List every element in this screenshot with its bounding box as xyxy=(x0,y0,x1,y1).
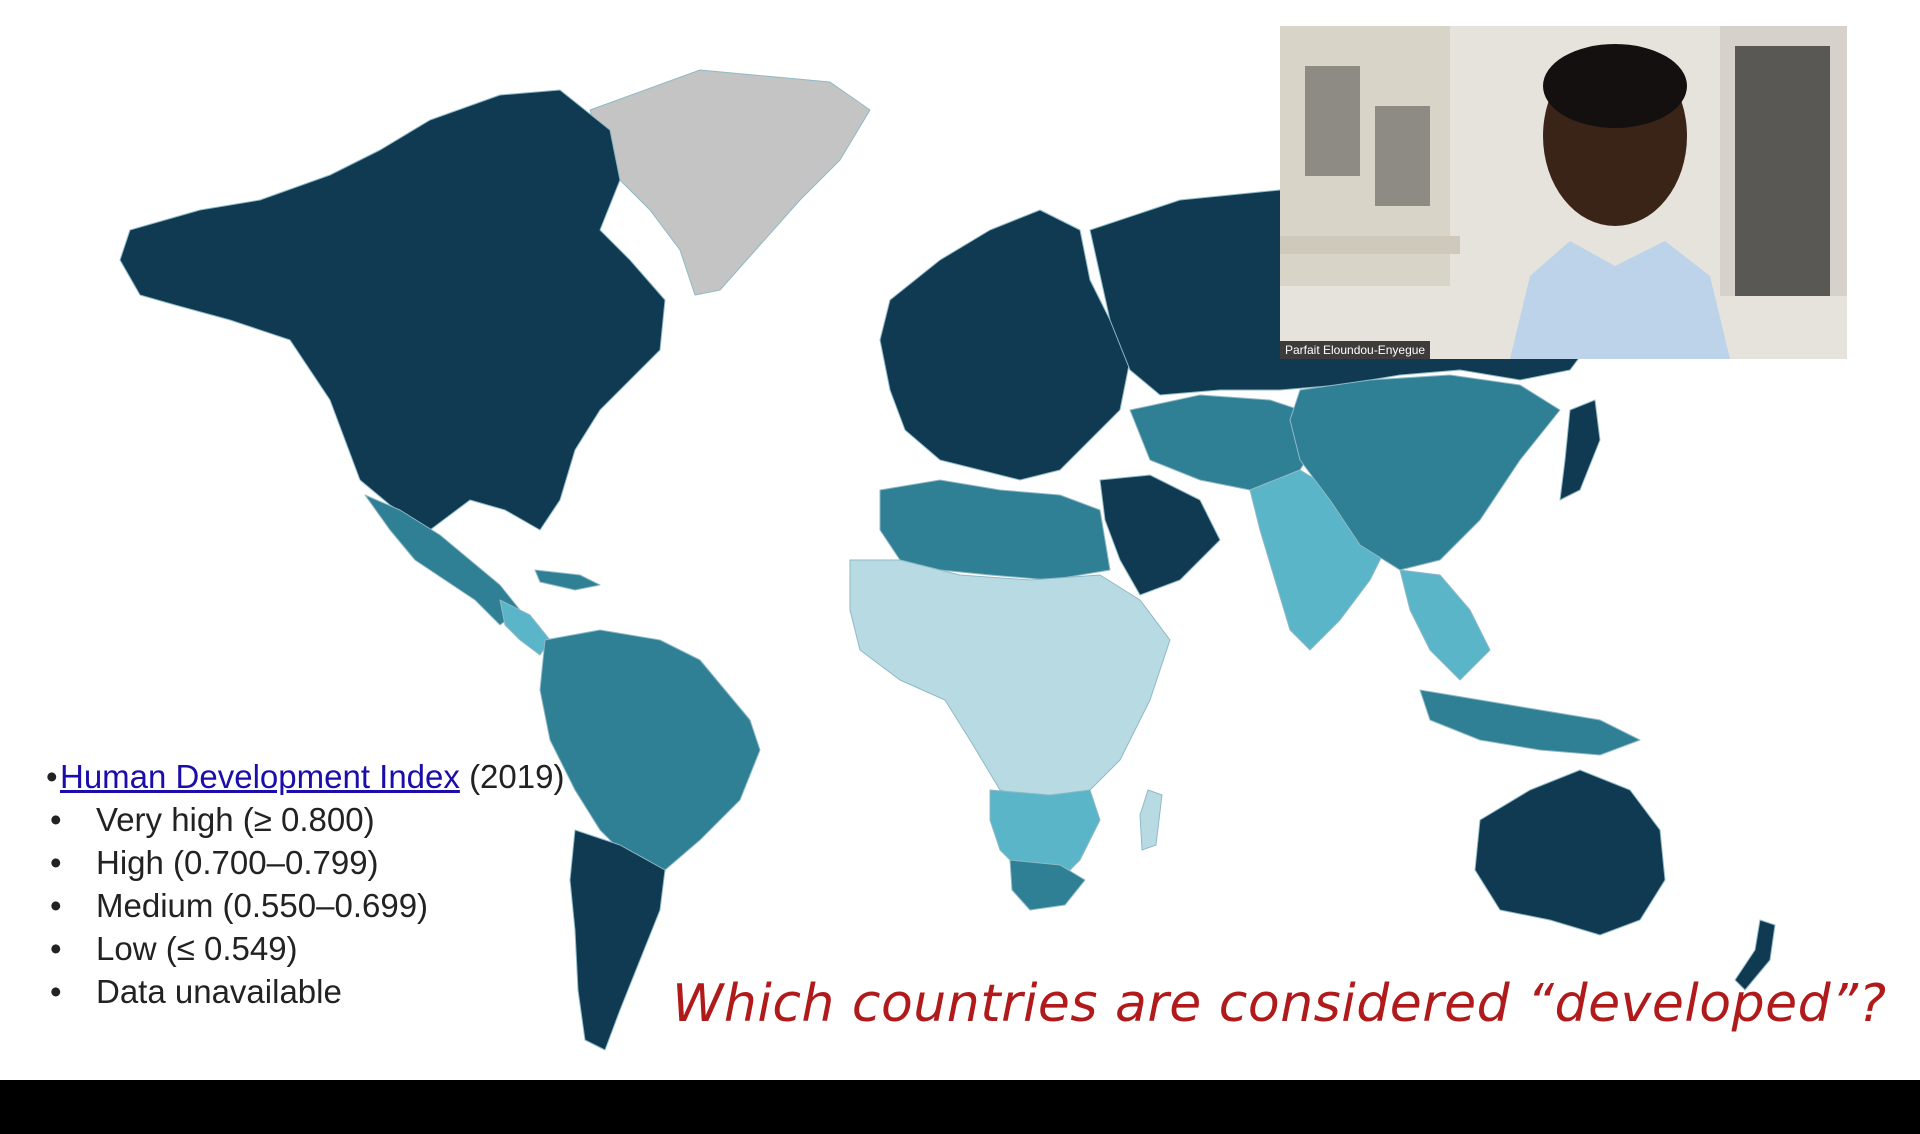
hdi-link[interactable]: Human Development Index xyxy=(60,758,460,795)
legend-header: •Human Development Index (2019) xyxy=(46,755,564,798)
map-region-central-america xyxy=(499,599,551,656)
legend-item-marker: • xyxy=(50,887,62,924)
legend-item-label: Medium (0.550–0.699) xyxy=(96,887,429,924)
legend-item-low: • Low (≤ 0.549) xyxy=(46,927,564,970)
legend-item-label: Very high (≥ 0.800) xyxy=(96,801,375,838)
legend-item-marker: • xyxy=(50,844,62,881)
participant-video-frame xyxy=(1280,26,1847,359)
map-region-china xyxy=(1289,374,1561,571)
legend-item-label: Data unavailable xyxy=(96,973,342,1010)
slide-question: Which countries are considered “develope… xyxy=(672,974,1887,1034)
hdi-legend: •Human Development Index (2019) • Very hi… xyxy=(46,755,564,1013)
map-region-new-zealand xyxy=(1734,919,1776,991)
legend-year: (2019) xyxy=(469,758,565,795)
legend-item-medium: • Medium (0.550–0.699) xyxy=(46,884,564,927)
legend-item-label: High (0.700–0.799) xyxy=(96,844,379,881)
map-region-south-africa xyxy=(1009,859,1086,911)
map-region-arabia xyxy=(1099,474,1221,596)
map-region-greenland xyxy=(589,69,871,296)
world-hdi-map xyxy=(119,69,1776,1051)
map-region-japan xyxy=(1559,399,1601,501)
map-region-southeast-asia xyxy=(1399,569,1491,681)
legend-item-unavailable: • Data unavailable xyxy=(46,970,564,1013)
map-region-north-africa xyxy=(879,479,1111,581)
map-region-australia xyxy=(1474,769,1666,936)
legend-item-marker: • xyxy=(50,801,62,838)
map-region-sub-saharan-africa xyxy=(849,559,1171,801)
presentation-slide: •Human Development Index (2019) • Very hi… xyxy=(0,0,1920,1080)
legend-item-label: Low (≤ 0.549) xyxy=(96,930,298,967)
legend-item-high: • High (0.700–0.799) xyxy=(46,841,564,884)
legend-header-bullet: • xyxy=(46,758,58,795)
legend-item-marker: • xyxy=(50,930,62,967)
map-region-south-america-north xyxy=(539,629,761,871)
legend-item-marker: • xyxy=(50,973,62,1010)
legend-item-very-high: • Very high (≥ 0.800) xyxy=(46,798,564,841)
map-region-southern-africa xyxy=(989,789,1101,881)
participant-name-label: Parfait Eloundou-Enyegue xyxy=(1280,341,1431,359)
map-region-europe xyxy=(879,209,1131,481)
map-region-indonesia xyxy=(1419,689,1641,756)
map-region-madagascar xyxy=(1139,789,1163,851)
map-region-south-america-south xyxy=(569,829,666,1051)
participant-video-tile[interactable]: Parfait Eloundou-Enyegue xyxy=(1280,26,1847,359)
bottom-letterbox-bar xyxy=(0,1080,1920,1134)
map-region-north-america xyxy=(119,89,666,531)
map-region-caribbean xyxy=(534,569,601,591)
